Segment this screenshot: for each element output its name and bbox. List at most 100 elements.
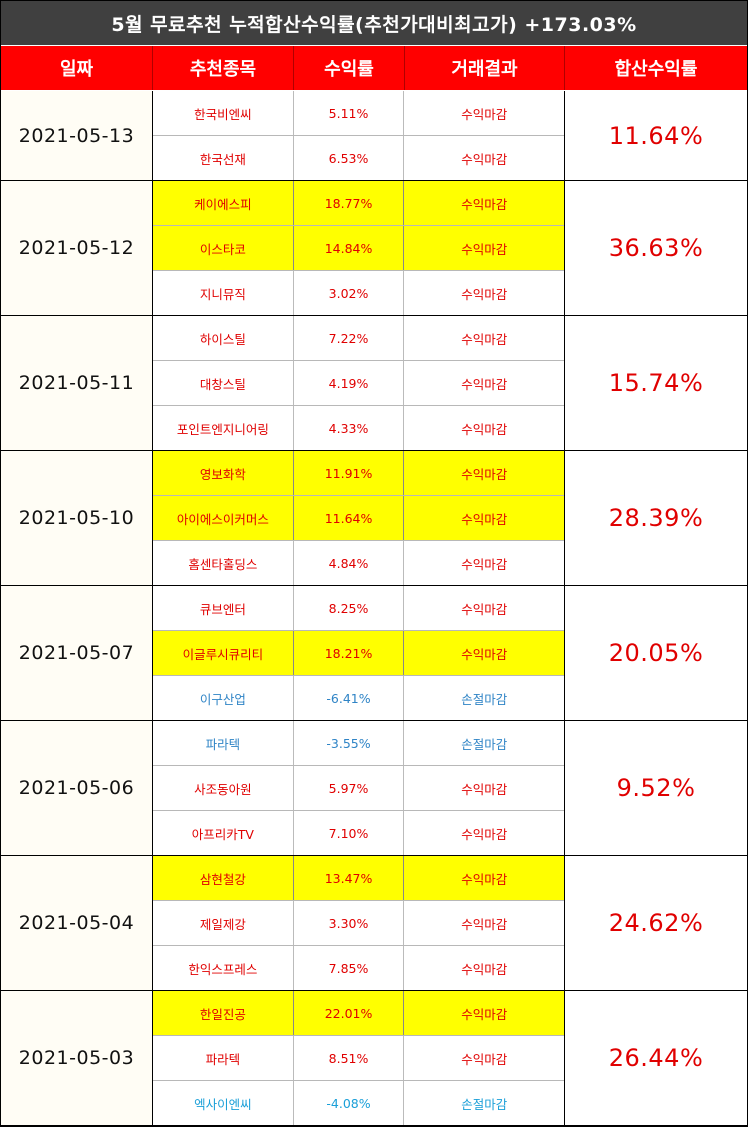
stock-name-cell: 파라텍 <box>153 721 294 765</box>
header-return: 수익률 <box>294 46 405 90</box>
result-cell: 수익마감 <box>461 916 508 932</box>
stock-rows: 하이스틸 7.22% 수익마감 대창스틸 4.19% 수익마감 포인트엔지니어링 4.33% 수… <box>153 316 565 450</box>
return-cell: 4.84% <box>294 541 405 585</box>
stock-name-cell: 아프리카TV <box>153 811 294 855</box>
result-cell: 수익마감 <box>461 871 508 887</box>
table-row: 홈센타홀딩스 4.84% 수익마감 <box>153 541 564 585</box>
date-cell: 2021-05-04 <box>1 856 153 990</box>
table-row: 아이에스이커머스 11.64% 수익마감 <box>153 496 564 541</box>
result-cell: 수익마감 <box>461 196 508 212</box>
result-cell: 수익마감 <box>461 646 508 662</box>
date-group: 2021-05-10 영보화학 11.91% 수익마감 아이에스이커머스 11.64% 수익… <box>1 451 747 586</box>
stock-name-cell: 홈센타홀딩스 <box>153 541 294 585</box>
total-return-cell: 28.39% <box>608 504 704 532</box>
total-return-cell: 11.64% <box>608 121 704 150</box>
header-result: 거래결과 <box>405 46 565 90</box>
return-cell: 4.33% <box>294 406 405 450</box>
total-return-cell: 9.52% <box>616 774 696 802</box>
header-date: 일짜 <box>1 46 153 90</box>
stock-name-cell: 한국선재 <box>153 136 294 180</box>
table-row: 영보화학 11.91% 수익마감 <box>153 451 564 496</box>
stock-name-cell: 큐브엔터 <box>153 586 294 630</box>
stock-rows: 영보화학 11.91% 수익마감 아이에스이커머스 11.64% 수익마감 홈센타홀딩스 4.… <box>153 451 565 585</box>
result-cell: 수익마감 <box>461 511 508 527</box>
date-cell: 2021-05-13 <box>1 91 153 180</box>
return-cell: 5.97% <box>294 766 405 810</box>
stock-name-cell: 파라텍 <box>153 1036 294 1080</box>
table-row: 대창스틸 4.19% 수익마감 <box>153 361 564 406</box>
table-row: 하이스틸 7.22% 수익마감 <box>153 316 564 361</box>
stock-name-cell: 포인트엔지니어링 <box>153 406 294 450</box>
stock-name-cell: 삼현철강 <box>153 856 294 900</box>
result-cell: 수익마감 <box>461 601 508 617</box>
return-cell: 7.85% <box>294 946 405 990</box>
stock-name-cell: 아이에스이커머스 <box>153 496 294 540</box>
stock-name-cell: 사조동아원 <box>153 766 294 810</box>
result-cell: 수익마감 <box>461 1006 508 1022</box>
table-row: 한익스프레스 7.85% 수익마감 <box>153 946 564 990</box>
result-cell: 수익마감 <box>461 781 508 797</box>
header-row: 일짜 추천종목 수익률 거래결과 합산수익률 <box>1 46 747 90</box>
stock-name-cell: 영보화학 <box>153 451 294 495</box>
stock-name-cell: 한일진공 <box>153 991 294 1035</box>
date-group: 2021-05-12 케이에스피 18.77% 수익마감 이스타코 14.84% 수익마감 지… <box>1 181 747 316</box>
result-cell: 수익마감 <box>461 376 508 392</box>
total-return-cell: 24.62% <box>608 909 704 937</box>
stock-name-cell: 이스타코 <box>153 226 294 270</box>
stock-name-cell: 한국비엔씨 <box>153 91 294 135</box>
return-cell: 8.51% <box>294 1036 405 1080</box>
date-group: 2021-05-11 하이스틸 7.22% 수익마감 대창스틸 4.19% 수익마감 포인트엔… <box>1 316 747 451</box>
table-row: 삼현철강 13.47% 수익마감 <box>153 856 564 901</box>
stock-name-cell: 이구산업 <box>153 676 294 720</box>
result-cell: 손절마감 <box>461 691 508 707</box>
return-cell: 3.30% <box>294 901 405 945</box>
table-row: 케이에스피 18.77% 수익마감 <box>153 181 564 226</box>
table-row: 제일제강 3.30% 수익마감 <box>153 901 564 946</box>
return-cell: -3.55% <box>294 721 405 765</box>
table-row: 한국선재 6.53% 수익마감 <box>153 136 564 180</box>
result-cell: 수익마감 <box>461 1051 508 1067</box>
date-cell: 2021-05-06 <box>1 721 153 855</box>
return-cell: 4.19% <box>294 361 405 405</box>
return-cell: 18.21% <box>294 631 405 675</box>
table-row: 파라텍 -3.55% 손절마감 <box>153 721 564 766</box>
table-row: 파라텍 8.51% 수익마감 <box>153 1036 564 1081</box>
return-cell: 6.53% <box>294 136 405 180</box>
return-cell: 11.91% <box>294 451 405 495</box>
return-cell: 13.47% <box>294 856 405 900</box>
date-group: 2021-05-07 큐브엔터 8.25% 수익마감 이글루시큐리티 18.21% 수익마감… <box>1 586 747 721</box>
result-cell: 수익마감 <box>461 106 508 122</box>
return-cell: 14.84% <box>294 226 405 270</box>
stock-name-cell: 엑사이엔씨 <box>153 1081 294 1125</box>
return-cell: 5.11% <box>294 91 405 135</box>
return-cell: -6.41% <box>294 676 405 720</box>
date-cell: 2021-05-10 <box>1 451 153 585</box>
stock-rows: 삼현철강 13.47% 수익마감 제일제강 3.30% 수익마감 한익스프레스 7.85% 수익… <box>153 856 565 990</box>
table-row: 큐브엔터 8.25% 수익마감 <box>153 586 564 631</box>
stock-name-cell: 이글루시큐리티 <box>153 631 294 675</box>
table-row: 한일진공 22.01% 수익마감 <box>153 991 564 1036</box>
result-cell: 수익마감 <box>461 421 508 437</box>
table-row: 지니뮤직 3.02% 수익마감 <box>153 271 564 315</box>
table-row: 아프리카TV 7.10% 수익마감 <box>153 811 564 855</box>
date-group: 2021-05-04 삼현철강 13.47% 수익마감 제일제강 3.30% 수익마감 한익스… <box>1 856 747 991</box>
date-cell: 2021-05-11 <box>1 316 153 450</box>
result-cell: 손절마감 <box>461 736 508 752</box>
stock-name-cell: 케이에스피 <box>153 181 294 225</box>
return-cell: 7.10% <box>294 811 405 855</box>
return-cell: 22.01% <box>294 991 405 1035</box>
stock-name-cell: 하이스틸 <box>153 316 294 360</box>
result-cell: 수익마감 <box>461 331 508 347</box>
return-cell: 11.64% <box>294 496 405 540</box>
result-cell: 손절마감 <box>461 1096 508 1112</box>
total-return-cell: 20.05% <box>608 639 704 667</box>
return-cell: -4.08% <box>294 1081 405 1125</box>
result-cell: 수익마감 <box>461 961 508 977</box>
return-cell: 7.22% <box>294 316 405 360</box>
